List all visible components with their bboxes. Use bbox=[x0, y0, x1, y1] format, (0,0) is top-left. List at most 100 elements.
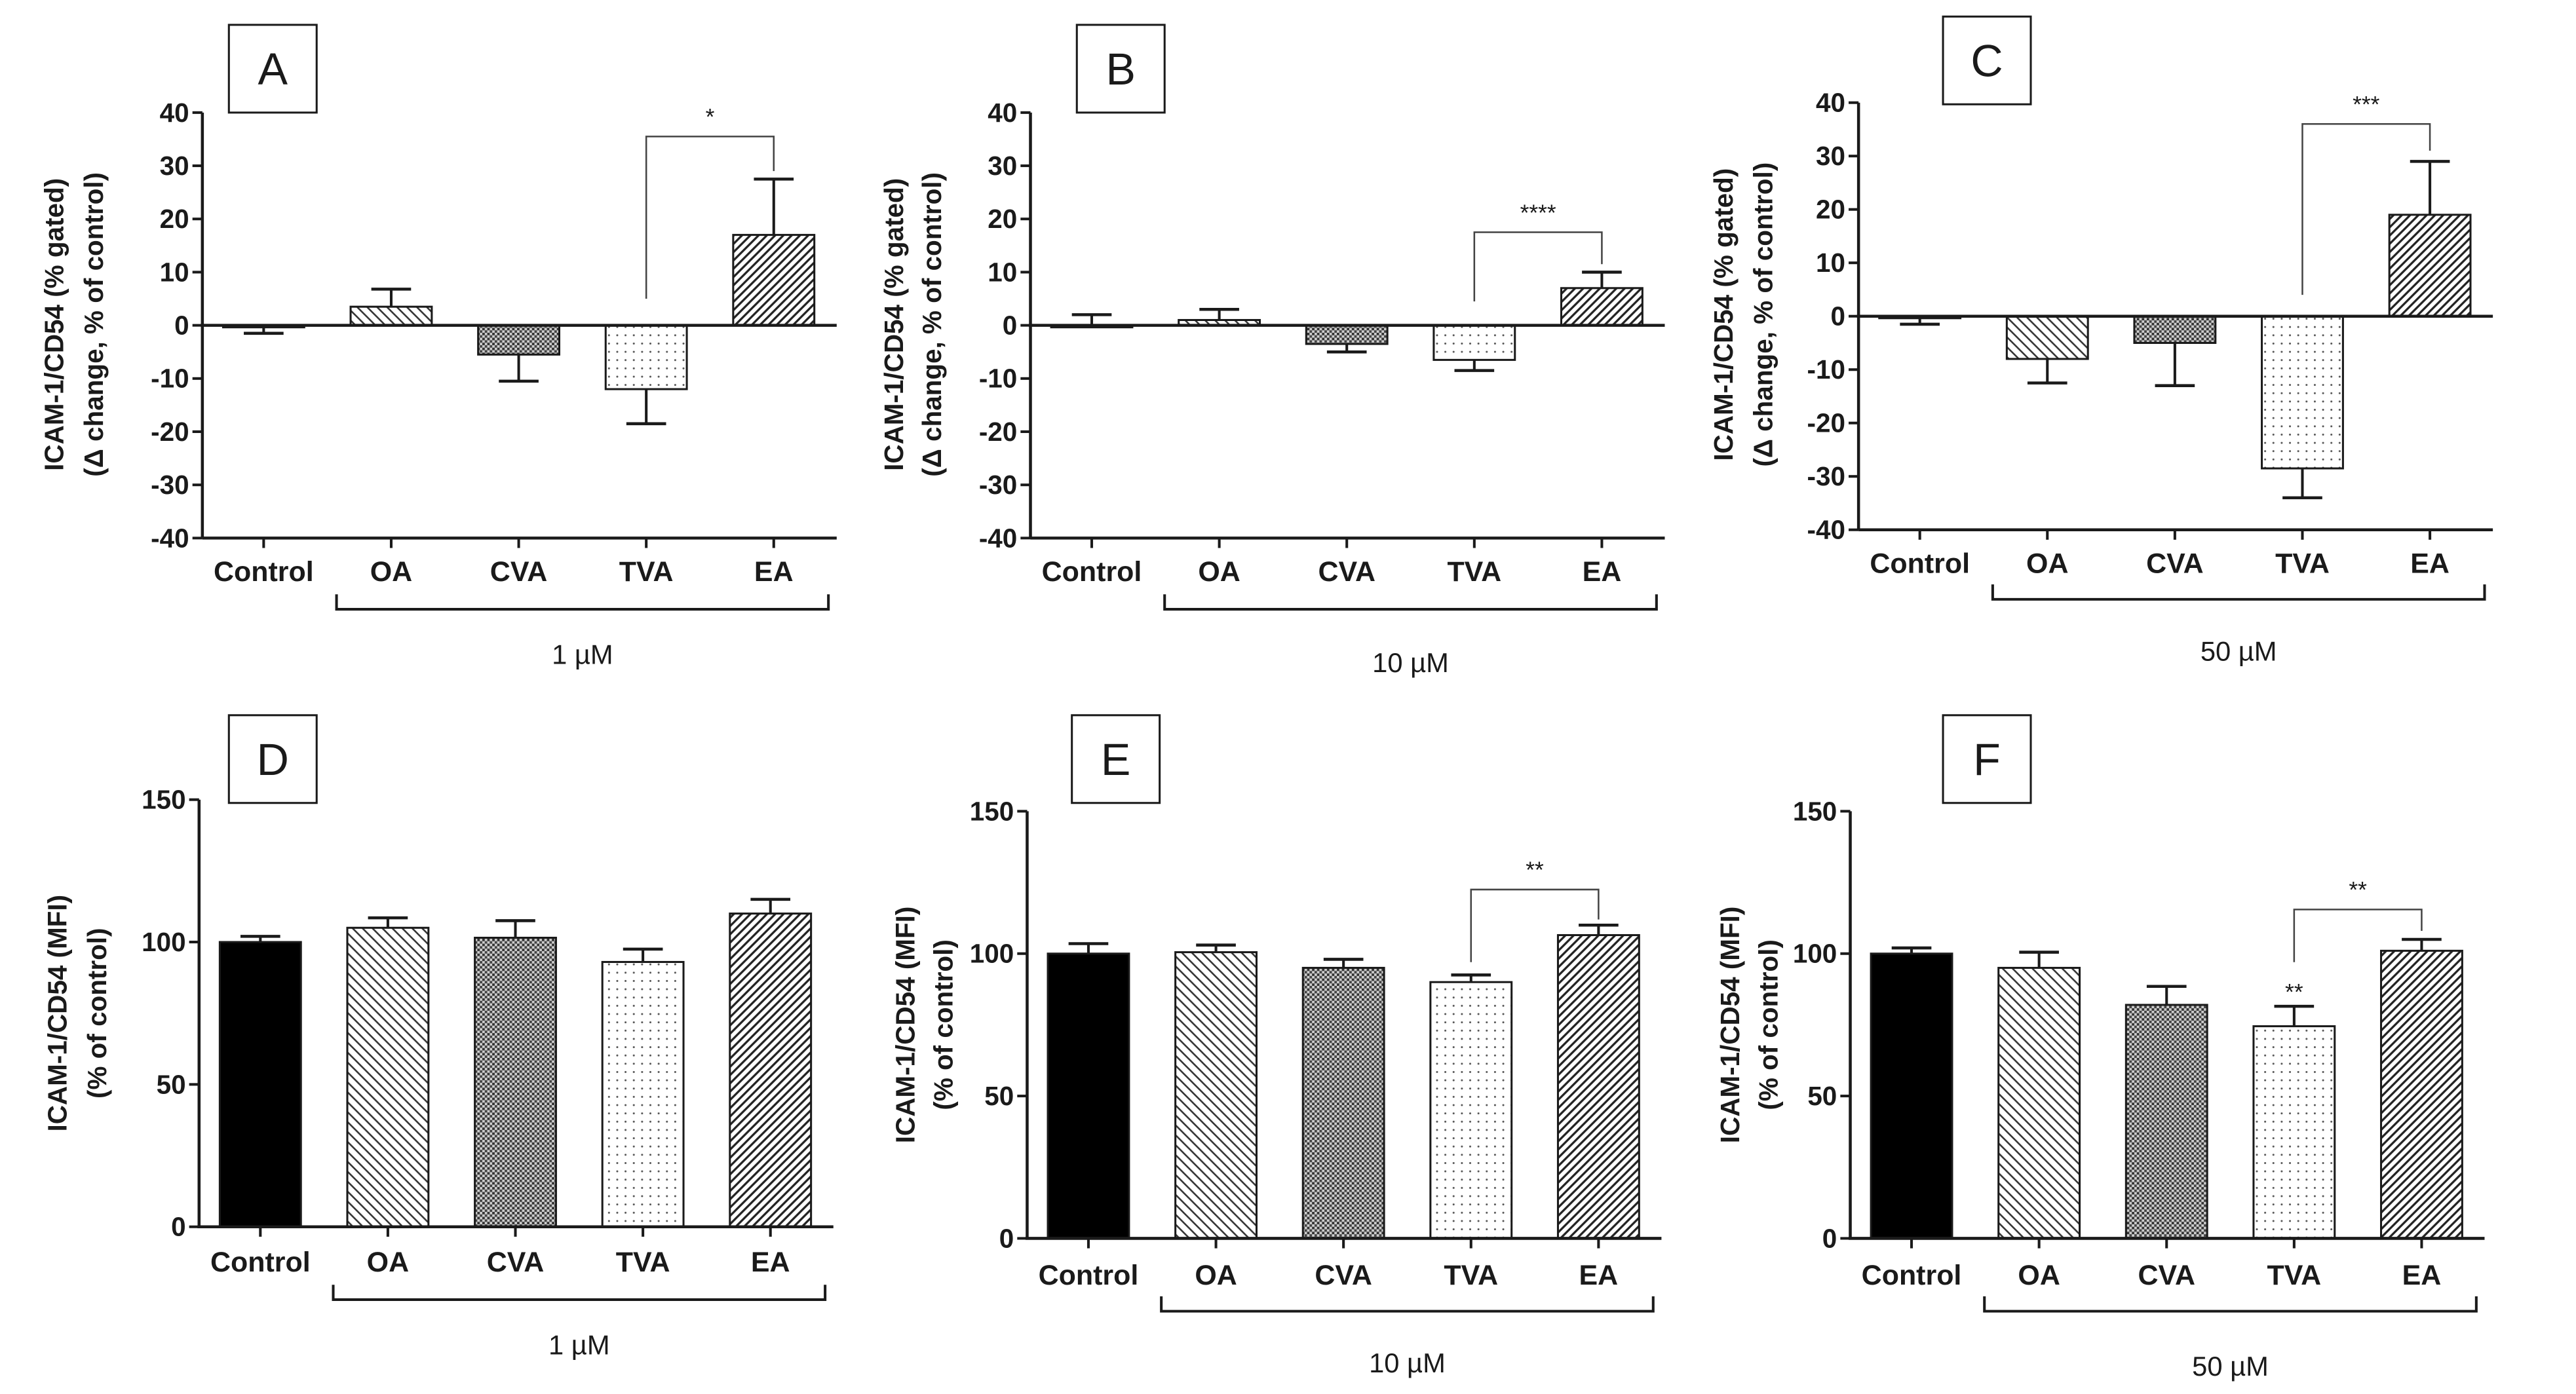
significance-label: * bbox=[706, 105, 715, 130]
panel-b: B 40 30 20 10 0 -10 -20 -30 -40 Control OA CVA TVA EA 1… bbox=[879, 24, 1665, 678]
bar-tva bbox=[2261, 315, 2344, 470]
group-bracket bbox=[1160, 1296, 1655, 1313]
group-bracket bbox=[332, 1285, 827, 1301]
y-axis-label: ICAM-1/CD54 (% gated) bbox=[879, 178, 909, 471]
bar-tva bbox=[1429, 981, 1513, 1239]
bar-oa bbox=[1174, 951, 1258, 1239]
y-tick-label: 30 bbox=[160, 151, 189, 181]
x-tick-label: Control bbox=[1042, 556, 1142, 588]
y-axis-label: (Δ change, % of control) bbox=[917, 172, 947, 477]
x-tick-label: TVA bbox=[1447, 556, 1501, 588]
x-tick-label: OA bbox=[2018, 1260, 2060, 1291]
bar-ea bbox=[2380, 949, 2463, 1239]
significance-bracket bbox=[2301, 123, 2431, 295]
y-tick-label: 40 bbox=[988, 98, 1017, 128]
bar-cva bbox=[1301, 966, 1385, 1239]
x-tick-label: TVA bbox=[2267, 1260, 2321, 1291]
bar-cva bbox=[2124, 1004, 2208, 1239]
panel-c: C 40 30 20 10 0 -10 -20 -30 -40 Control OA CVA TVA EA 5… bbox=[1708, 15, 2493, 666]
significance-bracket bbox=[1470, 888, 1600, 962]
bar-ea bbox=[732, 234, 816, 327]
significance-label: *** bbox=[2353, 92, 2380, 118]
bar-tva bbox=[2252, 1025, 2336, 1239]
bar-control bbox=[1870, 952, 1953, 1239]
x-tick-label: TVA bbox=[1444, 1260, 1498, 1291]
bar-cva bbox=[474, 937, 557, 1228]
panel-label-box bbox=[1942, 714, 2032, 804]
y-tick-label: 40 bbox=[1816, 88, 1845, 118]
x-tick-label: OA bbox=[1198, 556, 1240, 588]
y-tick-label: 150 bbox=[142, 785, 185, 815]
x-tick-label: CVA bbox=[490, 556, 548, 588]
y-tick-label: 0 bbox=[1003, 311, 1017, 341]
y-tick-label: 20 bbox=[988, 204, 1017, 234]
y-tick-label: 30 bbox=[1816, 141, 1845, 171]
panel-label: F bbox=[1973, 735, 2001, 785]
bar-control bbox=[218, 941, 302, 1228]
y-tick-label: 40 bbox=[160, 98, 189, 128]
x-tick-label: CVA bbox=[1318, 556, 1375, 588]
x-tick-label: Control bbox=[1039, 1260, 1139, 1291]
bar-oa bbox=[346, 926, 430, 1228]
y-tick-label: 100 bbox=[970, 939, 1014, 969]
group-bracket bbox=[1983, 1296, 2478, 1313]
panel-label: E bbox=[1101, 735, 1131, 785]
y-axis-label: (% of control) bbox=[1753, 939, 1783, 1110]
x-tick-label: TVA bbox=[619, 556, 674, 588]
bar-tva bbox=[1432, 324, 1516, 361]
panel-label: B bbox=[1105, 45, 1136, 94]
y-tick-label: -10 bbox=[151, 364, 189, 394]
y-tick-label: 10 bbox=[988, 257, 1017, 287]
y-axis-label: (% of control) bbox=[82, 928, 112, 1098]
group-label: 50 µM bbox=[2192, 1351, 2269, 1382]
bar-oa bbox=[1997, 966, 2081, 1239]
y-tick-label: 20 bbox=[1816, 195, 1845, 225]
panel-label-box bbox=[227, 24, 318, 114]
y-tick-label: -10 bbox=[1807, 354, 1845, 385]
x-tick-label: TVA bbox=[616, 1247, 670, 1278]
x-tick-label: CVA bbox=[2138, 1260, 2195, 1291]
group-bracket bbox=[335, 594, 830, 611]
panel-label: C bbox=[1970, 36, 2003, 86]
significance-label: ** bbox=[2285, 980, 2303, 1006]
y-axis-label: ICAM-1/CD54 (% gated) bbox=[39, 178, 69, 471]
significance-label: **** bbox=[1520, 200, 1556, 226]
significance-label: ** bbox=[1526, 857, 1544, 883]
bar-oa bbox=[349, 305, 433, 327]
x-tick-label: Control bbox=[210, 1247, 311, 1278]
bar-ea bbox=[2388, 214, 2472, 318]
y-tick-label: 30 bbox=[988, 151, 1017, 181]
y-axis-label: (Δ change, % of control) bbox=[1748, 162, 1778, 467]
x-tick-label: CVA bbox=[487, 1247, 545, 1278]
y-axis-label: ICAM-1/CD54 (MFI) bbox=[1715, 907, 1745, 1144]
y-tick-label: 50 bbox=[984, 1081, 1014, 1111]
significance-label: ** bbox=[2349, 878, 2367, 903]
y-tick-label: 100 bbox=[142, 927, 185, 957]
x-tick-label: OA bbox=[1195, 1260, 1237, 1291]
y-tick-label: 0 bbox=[1822, 1223, 1837, 1253]
y-axis-label: ICAM-1/CD54 (MFI) bbox=[891, 907, 921, 1144]
bar-cva bbox=[2133, 315, 2217, 344]
panel-label-box bbox=[1071, 714, 1161, 804]
bar-tva bbox=[604, 324, 688, 390]
x-tick-label: EA bbox=[2402, 1260, 2442, 1291]
y-axis-label: ICAM-1/CD54 (% gated) bbox=[1708, 168, 1739, 461]
bar-cva bbox=[1305, 324, 1389, 345]
group-bracket bbox=[1991, 584, 2486, 601]
y-tick-label: -30 bbox=[979, 470, 1017, 500]
x-tick-label: EA bbox=[1583, 556, 1622, 588]
x-tick-label: OA bbox=[2026, 548, 2068, 579]
y-tick-label: 150 bbox=[1793, 796, 1837, 826]
y-tick-label: 20 bbox=[160, 204, 189, 234]
panel-a: A 40 30 20 10 0 -10 -20 -30 -40 Control OA CVA TVA EA 1… bbox=[39, 24, 837, 669]
x-tick-label: OA bbox=[370, 556, 412, 588]
panel-e: E 150 100 50 0 Control OA CVA TVA EA 10 µM ICAM-1/C… bbox=[891, 714, 1662, 1378]
y-tick-label: 10 bbox=[1816, 248, 1845, 278]
group-label: 10 µM bbox=[1369, 1347, 1446, 1378]
y-tick-label: -40 bbox=[1807, 515, 1845, 545]
panel-label-box bbox=[227, 714, 318, 804]
panel-f: F 150 100 50 0 Control OA CVA TVA EA 50 µM ICAM-1/C… bbox=[1715, 714, 2485, 1382]
x-tick-label: Control bbox=[1862, 1260, 1962, 1291]
y-tick-label: -40 bbox=[151, 523, 189, 553]
y-tick-label: 0 bbox=[999, 1223, 1014, 1253]
